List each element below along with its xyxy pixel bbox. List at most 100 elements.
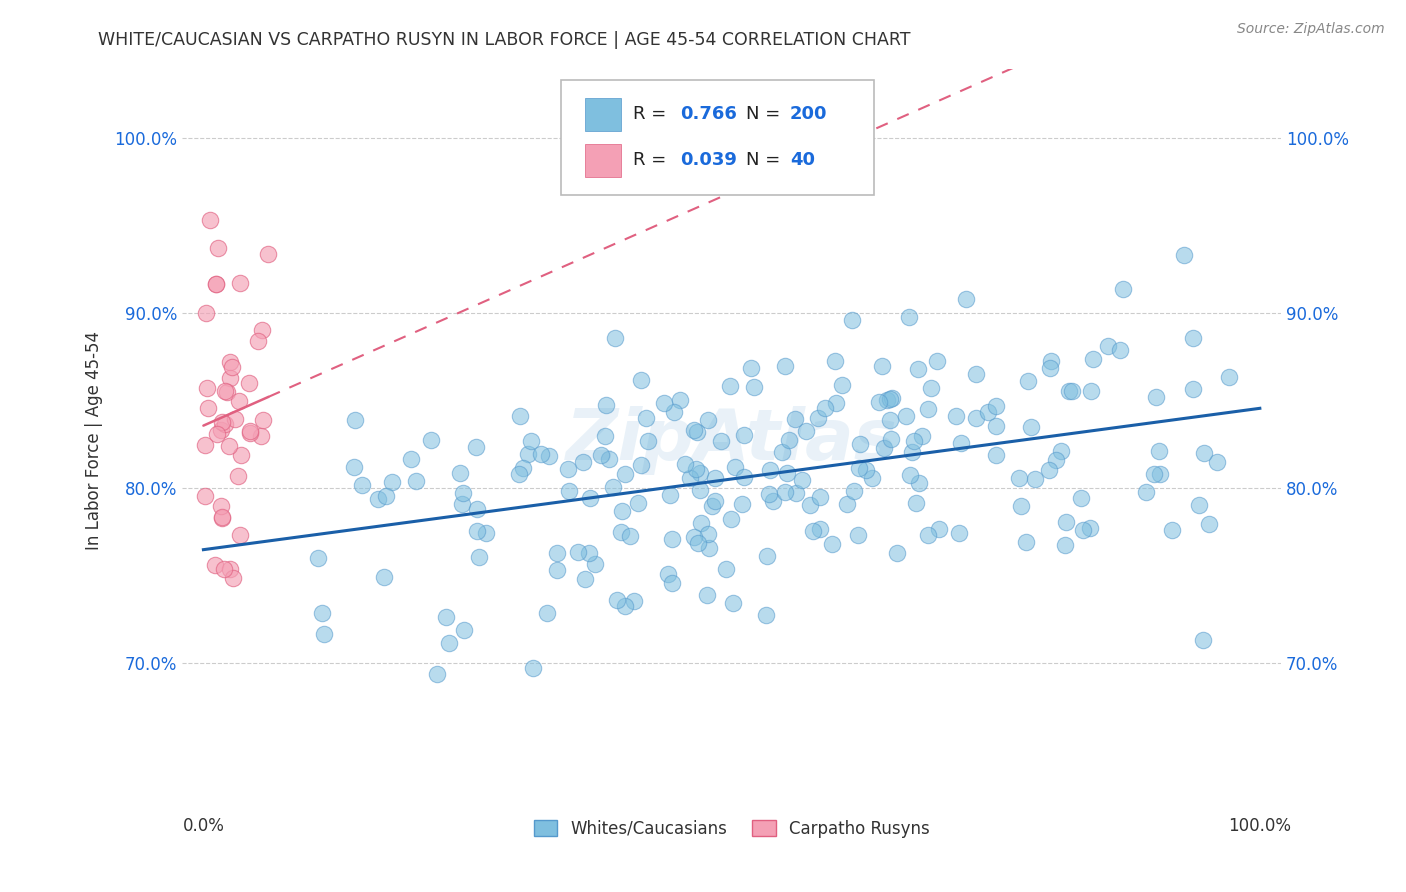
Point [1135,485,1157,500]
Text: N =: N = [747,105,786,123]
Point [977,405,1000,419]
Point [238,376,260,391]
Point [209,499,232,513]
Point [842,483,865,498]
Point [807,410,830,425]
Point [205,426,228,441]
Point [1050,444,1073,458]
Point [808,523,831,537]
Point [194,438,217,452]
Point [723,597,745,611]
Point [702,499,724,513]
Point [689,483,711,498]
Text: 0.039: 0.039 [681,152,737,169]
Point [583,558,606,572]
Point [558,484,581,499]
Point [589,448,612,462]
Point [211,511,233,525]
Point [669,392,692,407]
Point [218,371,240,385]
Point [593,429,616,443]
Point [685,462,707,476]
Point [619,529,641,543]
Point [207,240,229,254]
Point [1081,351,1104,366]
Point [211,415,233,429]
Point [449,466,471,480]
Point [536,607,558,621]
Point [519,434,541,449]
Point [1070,491,1092,506]
Point [367,492,389,507]
Point [546,563,568,577]
Point [603,331,626,345]
Point [1054,515,1077,529]
Point [900,445,922,459]
Point [214,417,236,432]
Point [742,380,765,394]
Text: 40: 40 [790,152,815,169]
Point [1182,331,1205,345]
Point [1054,538,1077,552]
Point [886,546,908,560]
Point [686,425,709,440]
Point [197,401,219,415]
Point [917,401,939,416]
Point [907,362,929,376]
Point [224,411,246,425]
Point [790,473,813,487]
Point [661,533,683,547]
Point [808,490,831,504]
Point [697,527,720,541]
Point [204,558,226,572]
Point [451,497,474,511]
Point [1010,499,1032,513]
Point [530,448,553,462]
Point [1192,633,1215,648]
Point [880,432,903,446]
Point [1149,444,1171,458]
Point [731,497,754,511]
Point [579,491,602,506]
Point [903,434,925,448]
Point [205,277,228,291]
Point [652,396,675,410]
Point [1143,467,1166,481]
Point [1108,343,1130,357]
Point [778,434,800,448]
Point [679,471,702,485]
Point [855,463,877,477]
Point [1017,374,1039,388]
Point [965,367,987,381]
Point [212,562,235,576]
Point [846,528,869,542]
Point [661,575,683,590]
Point [1198,517,1220,532]
Point [880,392,903,406]
Point [759,462,782,476]
Point [475,526,498,541]
Point [704,493,727,508]
Point [307,551,329,566]
Point [689,516,711,530]
Point [785,485,807,500]
Point [1008,471,1031,485]
Point [222,571,245,585]
Point [689,466,711,480]
Point [945,409,967,424]
Point [373,570,395,584]
Point [849,437,872,451]
Point [898,468,921,483]
Point [434,609,457,624]
Point [984,419,1007,434]
Point [1039,361,1062,376]
Point [453,623,475,637]
Point [1045,453,1067,467]
Point [557,461,579,475]
Point [696,588,718,602]
Point [773,485,796,500]
Point [195,306,218,320]
Point [1071,523,1094,537]
Point [683,530,706,544]
Point [824,396,846,410]
